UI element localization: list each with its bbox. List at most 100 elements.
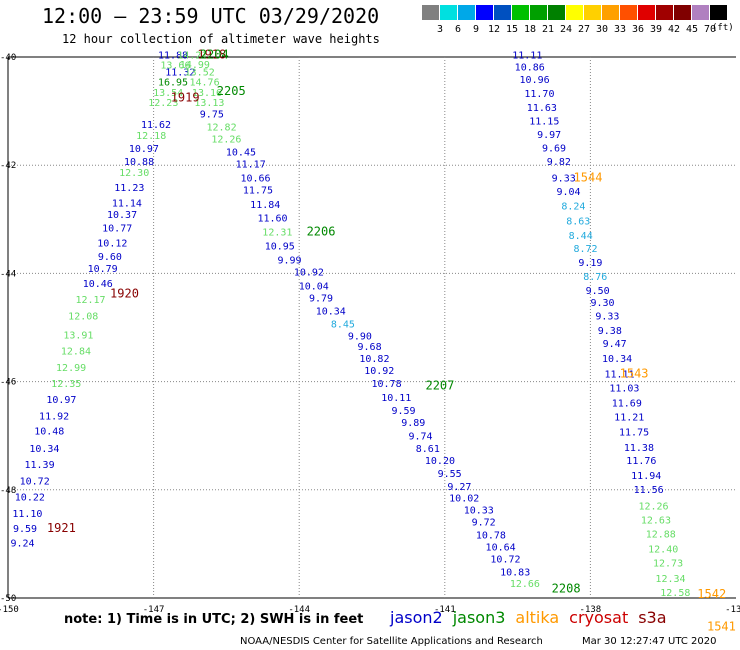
wave-height-value: 9.90 xyxy=(348,331,372,342)
wave-height-value: 13.16 xyxy=(192,88,222,99)
legend-label: 33 xyxy=(613,24,627,35)
wave-height-value: 10.77 xyxy=(102,224,132,235)
wave-height-value: 10.78 xyxy=(372,379,402,390)
wave-height-value: 9.68 xyxy=(358,342,382,353)
wave-height-value: 8.72 xyxy=(573,244,597,255)
satellite-altika: altika xyxy=(515,608,560,627)
wave-height-value: 9.55 xyxy=(438,469,462,480)
wave-height-value: 9.24 xyxy=(11,539,35,550)
chart-note: note: 1) Time is in UTC; 2) SWH is in fe… xyxy=(64,612,364,627)
wave-height-value: 10.02 xyxy=(449,494,479,505)
wave-height-value: 9.79 xyxy=(309,294,333,305)
legend-label: 12 xyxy=(487,24,501,35)
legend-swatch xyxy=(674,5,691,20)
satellite-legend: jason2 jason3 altika cryosat s3a xyxy=(390,608,677,627)
x-tick-label: -138 xyxy=(580,605,602,615)
pass-time-label: 1921 xyxy=(47,521,76,535)
wave-height-value: 12.84 xyxy=(61,347,91,358)
legend-swatch xyxy=(692,5,709,20)
wave-height-value: 11.75 xyxy=(243,185,273,196)
wave-height-value: 10.64 xyxy=(486,542,516,553)
pass-time-label: 2208 xyxy=(552,582,581,596)
wave-height-value: 8.61 xyxy=(416,444,440,455)
wave-height-value: 11.94 xyxy=(631,471,661,482)
y-tick-label: -46 xyxy=(0,378,16,388)
wave-height-value: 12.31 xyxy=(262,228,292,239)
pass-time-label: 2207 xyxy=(425,379,454,393)
wave-height-value: 12.99 xyxy=(56,363,86,374)
wave-height-value: 11.10 xyxy=(12,509,42,520)
pass-time-label: 2205 xyxy=(217,84,246,98)
pass-time-label: 1542 xyxy=(697,587,726,601)
wave-height-value: 12.35 xyxy=(51,379,81,390)
legend-label: 24 xyxy=(559,24,573,35)
wave-height-value: 12.26 xyxy=(211,134,241,145)
y-tick-label: -44 xyxy=(0,269,16,279)
wave-height-value: 13.91 xyxy=(63,330,93,341)
wave-height-value: 9.19 xyxy=(578,258,602,269)
wave-height-value: 10.11 xyxy=(381,393,411,404)
wave-height-value: 11.17 xyxy=(236,159,266,170)
wave-height-value: 10.72 xyxy=(20,476,50,487)
wave-height-value: 11.69 xyxy=(612,398,642,409)
wave-height-value: 10.34 xyxy=(316,307,346,318)
page-subtitle: 12 hour collection of altimeter wave hei… xyxy=(62,32,380,46)
wave-height-value: 9.50 xyxy=(586,286,610,297)
x-tick-label: -147 xyxy=(143,605,165,615)
wave-height-value: 10.46 xyxy=(83,279,113,290)
wave-height-value: 9.74 xyxy=(408,431,432,442)
legend-swatch xyxy=(656,5,673,20)
wave-height-value: 8.24 xyxy=(561,202,585,213)
wave-height-value: 10.86 xyxy=(515,63,545,74)
legend-swatch xyxy=(458,5,475,20)
y-tick-label: -50 xyxy=(0,594,16,604)
y-tick-label: -42 xyxy=(0,161,16,171)
x-tick-label: -150 xyxy=(0,605,19,615)
legend-swatch xyxy=(638,5,655,20)
wave-height-value: 10.34 xyxy=(29,444,59,455)
wave-height-value: 11.14 xyxy=(112,198,142,209)
wave-height-value: 12.26 xyxy=(638,501,668,512)
x-tick-label: -135 xyxy=(725,605,740,615)
wave-height-value: 10.45 xyxy=(226,147,256,158)
wave-height-value: 9.33 xyxy=(552,173,576,184)
wave-height-value: 12.17 xyxy=(75,295,105,306)
wave-height-value: 11.70 xyxy=(524,89,554,100)
x-tick-label: -144 xyxy=(288,605,310,615)
wave-height-value: 9.82 xyxy=(547,157,571,168)
pass-time-label: 1919 xyxy=(171,90,200,104)
wave-height-value: 10.83 xyxy=(500,567,530,578)
page-title: 12:00 — 23:59 UTC 03/29/2020 xyxy=(42,4,380,28)
wave-height-value: 8.45 xyxy=(331,320,355,331)
wave-height-value: 12.08 xyxy=(68,311,98,322)
wave-height-value: 13.54 xyxy=(153,88,183,99)
wave-height-value: 9.38 xyxy=(598,326,622,337)
wave-height-value: 9.47 xyxy=(603,339,627,350)
legend-label: 42 xyxy=(667,24,681,35)
legend-swatch xyxy=(512,5,529,20)
legend-swatch xyxy=(440,5,457,20)
wave-height-value: 10.66 xyxy=(240,173,270,184)
legend-swatch xyxy=(620,5,637,20)
wave-height-value: 10.22 xyxy=(15,493,45,504)
legend-label: 45 xyxy=(685,24,699,35)
legend-swatch xyxy=(548,5,565,20)
wave-height-value: 11.03 xyxy=(609,383,639,394)
satellite-jason2: jason2 xyxy=(390,608,443,627)
wave-height-value: 11.88 xyxy=(158,51,188,62)
wave-height-value: 14.76 xyxy=(190,78,220,89)
wave-height-value: 9.99 xyxy=(277,256,301,267)
wave-height-value: 10.20 xyxy=(425,456,455,467)
wave-height-value: 10.34 xyxy=(602,354,632,365)
wave-height-value: 11.75 xyxy=(619,428,649,439)
legend-swatch xyxy=(584,5,601,20)
wave-height-value: 12.40 xyxy=(648,545,678,556)
y-tick-label: -48 xyxy=(0,486,16,496)
wave-height-value: 10.96 xyxy=(520,75,550,86)
pass-time-label: 1920 xyxy=(110,287,139,301)
wave-height-value: 11.11 xyxy=(604,369,634,380)
wave-height-value: 9.75 xyxy=(200,110,224,121)
wave-height-value: 9.97 xyxy=(537,130,561,141)
legend-label: 18 xyxy=(523,24,537,35)
footer-credit: NOAA/NESDIS Center for Satellite Applica… xyxy=(240,636,543,647)
